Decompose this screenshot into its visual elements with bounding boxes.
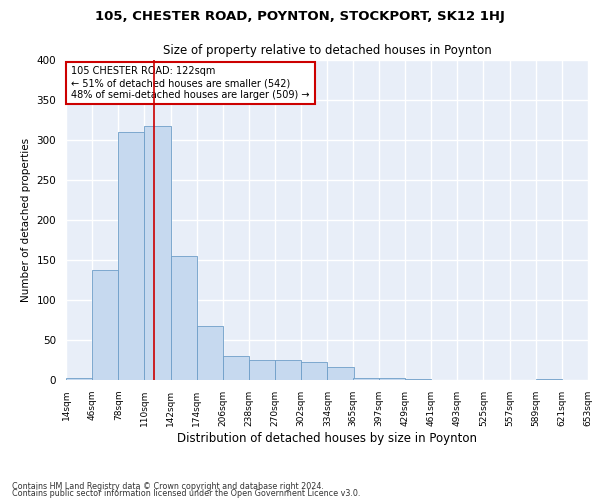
Bar: [249, 360, 275, 380]
Text: Contains public sector information licensed under the Open Government Licence v3: Contains public sector information licen…: [12, 489, 361, 498]
Text: 105 CHESTER ROAD: 122sqm
← 51% of detached houses are smaller (542)
48% of semi-: 105 CHESTER ROAD: 122sqm ← 51% of detach…: [71, 66, 310, 100]
Bar: [92, 270, 118, 380]
Bar: [328, 367, 353, 380]
Y-axis label: Number of detached properties: Number of detached properties: [21, 138, 31, 302]
Bar: [223, 356, 249, 380]
Bar: [536, 379, 562, 380]
Bar: [145, 126, 170, 380]
Title: Size of property relative to detached houses in Poynton: Size of property relative to detached ho…: [163, 44, 491, 58]
Bar: [170, 256, 197, 380]
Bar: [301, 362, 328, 380]
Text: Contains HM Land Registry data © Crown copyright and database right 2024.: Contains HM Land Registry data © Crown c…: [12, 482, 324, 491]
X-axis label: Distribution of detached houses by size in Poynton: Distribution of detached houses by size …: [177, 432, 477, 444]
Bar: [197, 326, 223, 380]
Bar: [275, 360, 301, 380]
Bar: [379, 378, 405, 380]
Bar: [118, 132, 145, 380]
Bar: [405, 379, 431, 380]
Bar: [353, 378, 379, 380]
Text: 105, CHESTER ROAD, POYNTON, STOCKPORT, SK12 1HJ: 105, CHESTER ROAD, POYNTON, STOCKPORT, S…: [95, 10, 505, 23]
Bar: [66, 378, 92, 380]
